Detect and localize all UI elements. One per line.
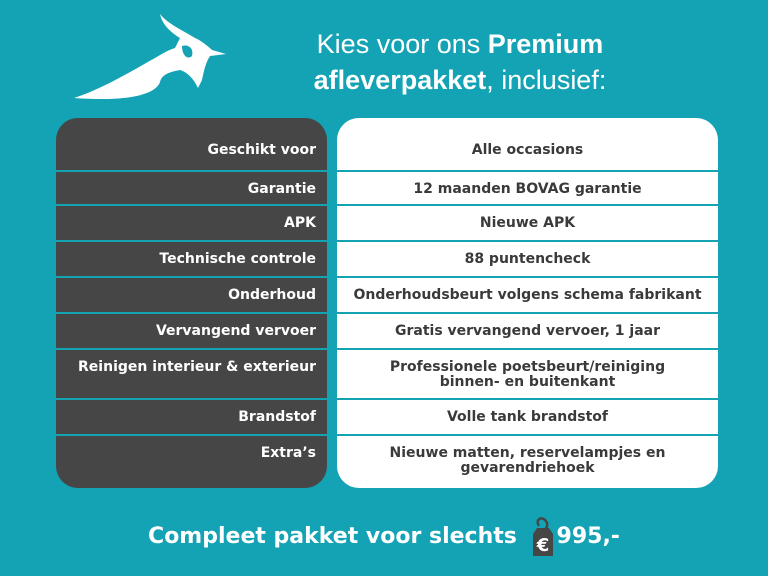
feature-value: Alle occasions	[471, 142, 584, 158]
feature-label: Reinigen interieur & exterieur	[56, 348, 327, 398]
feature-value: 12 maanden BOVAG garantie	[337, 170, 718, 204]
footer-text: Compleet pakket voor slechts	[148, 524, 517, 549]
feature-label: Onderhoud	[56, 276, 327, 312]
page-title: Kies voor ons Premium afleverpakket, inc…	[250, 26, 670, 98]
feature-label: Technische controle	[56, 240, 327, 276]
lapwing-bird-logo	[74, 14, 226, 100]
price-tag-icon: €	[532, 517, 553, 556]
feature-value: Onderhoudsbeurt volgens schema fabrikant	[337, 276, 718, 312]
feature-value: Professionele poetsbeurt/reiniging binne…	[337, 348, 718, 398]
price-value: 995,-	[556, 524, 620, 549]
feature-value: Gratis vervangend vervoer, 1 jaar	[337, 312, 718, 348]
feature-label: Brandstof	[56, 398, 327, 434]
feature-label: APK	[56, 204, 327, 240]
currency-symbol: €	[535, 535, 549, 556]
feature-value: Nieuwe APK	[337, 204, 718, 240]
title-text: Kies voor ons	[316, 29, 488, 59]
feature-label: Geschikt voor	[207, 142, 316, 158]
feature-labels-panel: Geschikt voor Garantie APK Technische contr…	[56, 118, 327, 488]
price-footer: Compleet pakket voor slechts € 995,-	[0, 516, 768, 558]
title-text: , inclusief:	[486, 65, 607, 95]
feature-label: Vervangend vervoer	[56, 312, 327, 348]
feature-label: Garantie	[56, 170, 327, 204]
feature-values-panel: Alle occasions 12 maanden BOVAG garantie N…	[337, 118, 718, 488]
feature-label: Extra’s	[56, 434, 327, 488]
feature-value: 88 puntencheck	[337, 240, 718, 276]
title-bold: Premium	[487, 29, 604, 59]
feature-value: Nieuwe matten, reservelampjes en gevaren…	[337, 434, 718, 488]
feature-value: Volle tank brandstof	[337, 398, 718, 434]
title-bold: afleverpakket	[313, 65, 487, 95]
